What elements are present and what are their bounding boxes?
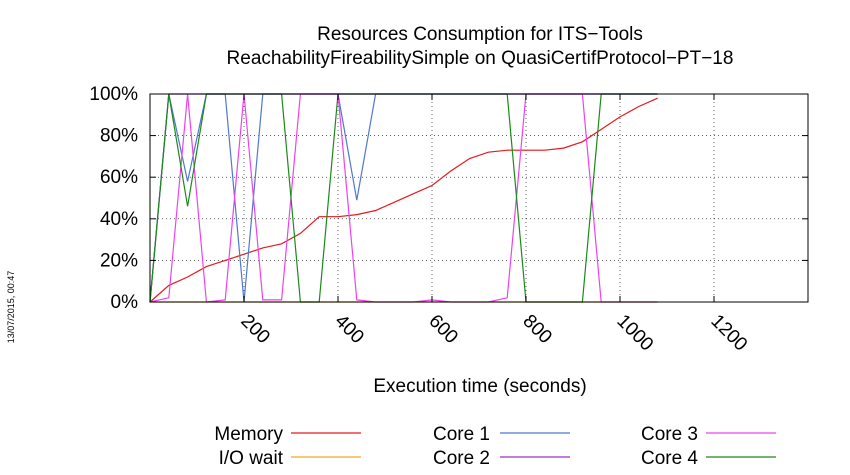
y-tick-label: 80% — [100, 126, 138, 147]
y-axis-ticks: 0% 20% 40% 60% 80% 100% — [89, 84, 808, 313]
x-tick-label: 600 — [424, 311, 461, 348]
legend-label-memory: Memory — [214, 424, 283, 445]
series-line-memory — [149, 97, 658, 303]
x-axis-label: Execution time (seconds) — [373, 376, 586, 397]
legend-label-i-o-wait: I/O wait — [219, 448, 284, 469]
chart-title-line-1: Resources Consumption for ITS−Tools — [317, 24, 643, 45]
legend-label-core-2: Core 2 — [433, 448, 490, 469]
y-tick-label: 20% — [100, 250, 138, 271]
chart-title: Resources Consumption for ITS−Tools Reac… — [227, 24, 734, 69]
timestamp: 13/07/2015, 00:47 — [6, 271, 16, 344]
plot-frame — [149, 93, 809, 303]
y-tick-label: 60% — [100, 167, 138, 188]
legend-label-core-3: Core 3 — [641, 424, 698, 445]
x-tick-label: 1200 — [706, 311, 751, 356]
x-tick-label: 1000 — [612, 311, 657, 356]
y-tick-label: 0% — [111, 292, 139, 313]
x-axis-ticks: 200 400 600 800 1000 1200 — [236, 94, 751, 355]
series-lines — [149, 93, 658, 303]
chart-title-line-2: ReachabilityFireabilitySimple on QuasiCe… — [227, 48, 734, 69]
x-tick-label: 200 — [236, 311, 273, 348]
legend-label-core-4: Core 4 — [641, 448, 698, 469]
legend-label-core-1: Core 1 — [433, 424, 490, 445]
y-tick-label: 100% — [89, 84, 138, 105]
grid — [150, 93, 808, 302]
x-tick-label: 800 — [518, 311, 555, 348]
y-tick-label: 40% — [100, 209, 138, 230]
legend: Memory I/O wait Core 1 Core 2 Core 3 Core 4 — [214, 424, 776, 469]
x-tick-label: 400 — [330, 311, 367, 348]
